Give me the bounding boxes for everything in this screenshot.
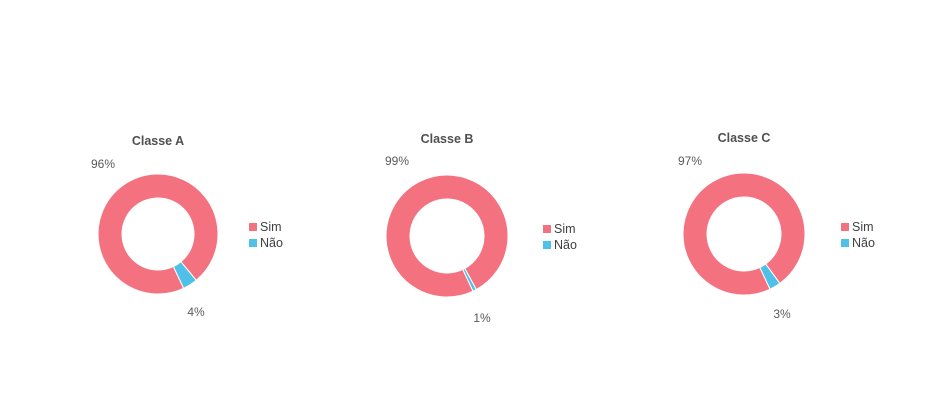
data-label-sim: 97%	[678, 154, 702, 168]
legend-label-nao: Não	[260, 236, 283, 250]
legend-label-sim: Sim	[260, 220, 282, 234]
legend-swatch-sim	[841, 223, 849, 231]
legend: Sim Não	[543, 222, 577, 252]
donut-slice-sim	[97, 173, 219, 295]
legend-label-sim: Sim	[554, 222, 576, 236]
donut-slice-sim	[682, 172, 806, 296]
legend-label-nao: Não	[852, 236, 875, 250]
chart-title: Classe A	[132, 134, 184, 148]
donut-slice-sim	[385, 174, 509, 298]
legend: Sim Não	[249, 220, 283, 250]
legend-label-sim: Sim	[852, 220, 874, 234]
chart-title: Classe B	[421, 132, 474, 146]
data-label-nao: 1%	[473, 311, 491, 325]
data-label-sim: 99%	[385, 154, 409, 168]
legend-swatch-nao	[543, 241, 551, 249]
chart-classe-b: Classe B 99% 1% Sim Não	[385, 132, 577, 325]
legend-swatch-sim	[543, 225, 551, 233]
legend-swatch-nao	[841, 239, 849, 247]
data-label-nao: 4%	[187, 305, 205, 319]
legend-swatch-sim	[249, 223, 257, 231]
chart-classe-a: Classe A 96% 4% Sim Não	[91, 134, 283, 319]
legend-label-nao: Não	[554, 238, 577, 252]
chart-title: Classe C	[718, 131, 771, 145]
legend-swatch-nao	[249, 239, 257, 247]
data-label-nao: 3%	[773, 307, 791, 321]
legend: Sim Não	[841, 220, 875, 250]
chart-classe-c: Classe C 97% 3% Sim Não	[678, 131, 875, 321]
data-label-sim: 96%	[91, 157, 115, 171]
